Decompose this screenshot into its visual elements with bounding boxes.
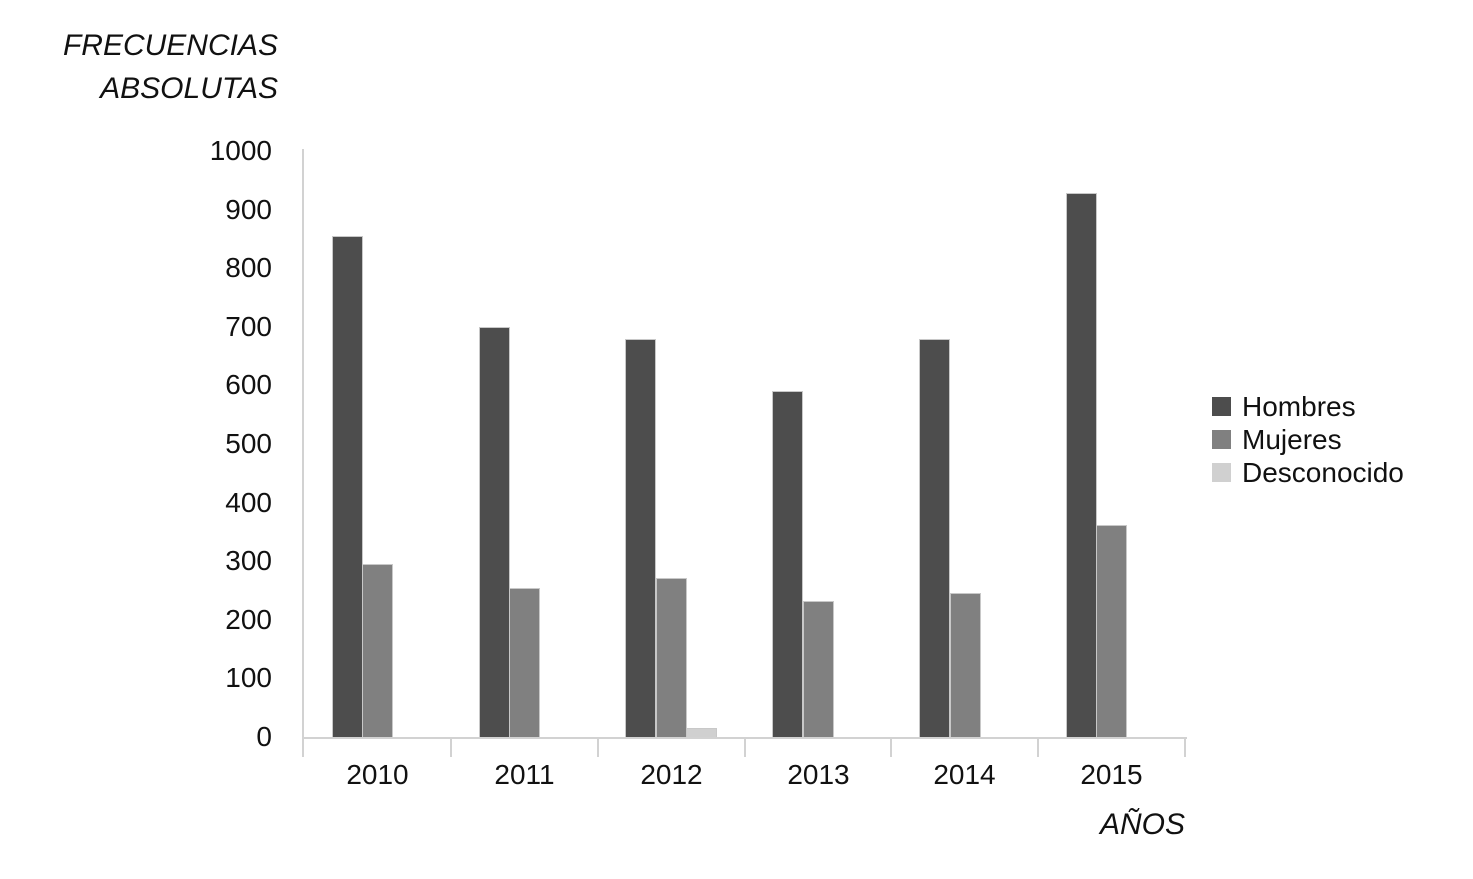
y-axis-tick-label: 800 — [225, 252, 272, 283]
x-axis-tick-label: 2011 — [494, 759, 555, 790]
y-axis-tick-label: 300 — [225, 545, 272, 576]
x-axis-tick — [1037, 739, 1039, 757]
bar-hombres-2011 — [479, 327, 510, 737]
bar-mujeres-2012 — [656, 578, 687, 737]
bar-mujeres-2010 — [362, 564, 393, 737]
y-axis-tick-label: 500 — [225, 428, 272, 459]
bar-hombres-2012 — [625, 339, 656, 737]
legend-label: Mujeres — [1242, 424, 1342, 455]
x-axis-tick-label: 2012 — [640, 759, 703, 790]
x-axis-tick — [890, 739, 892, 757]
bar-desconocido-2012 — [686, 728, 717, 737]
y-axis-line — [302, 149, 304, 757]
legend: Hombres Mujeres Desconocido — [1212, 390, 1404, 489]
y-axis-tick-label: 400 — [225, 487, 272, 518]
legend-swatch-icon — [1212, 397, 1231, 416]
x-axis-tick-label: 2010 — [346, 759, 409, 790]
y-axis-tick-label: 1000 — [209, 135, 272, 166]
bar-mujeres-2011 — [509, 588, 540, 737]
bar-hombres-2015 — [1066, 193, 1097, 737]
bar-hombres-2014 — [919, 339, 950, 737]
x-axis-tick — [597, 739, 599, 757]
x-axis-line — [302, 737, 1187, 739]
y-axis-tick-label: 200 — [225, 604, 272, 635]
x-axis-tick-label: 2015 — [1080, 759, 1143, 790]
plot-area — [304, 151, 1185, 737]
legend-swatch-icon — [1212, 463, 1231, 482]
legend-item-desconocido: Desconocido — [1212, 456, 1404, 489]
legend-item-mujeres: Mujeres — [1212, 423, 1404, 456]
y-axis-tick-label: 100 — [225, 662, 272, 693]
chart-title-line1: FRECUENCIAS — [62, 29, 278, 62]
x-axis-title: AÑOS — [1099, 808, 1185, 841]
x-axis-tick-label: 2013 — [787, 759, 850, 790]
bar-hombres-2010 — [332, 236, 363, 737]
y-axis-tick-label: 600 — [225, 369, 272, 400]
bar-hombres-2013 — [772, 391, 803, 737]
x-axis-tick — [1184, 739, 1186, 757]
legend-item-hombres: Hombres — [1212, 390, 1404, 423]
bar-mujeres-2015 — [1096, 525, 1127, 737]
legend-label: Desconocido — [1242, 457, 1404, 488]
bar-mujeres-2014 — [950, 593, 981, 737]
legend-swatch-icon — [1212, 430, 1231, 449]
bar-mujeres-2013 — [803, 601, 834, 737]
x-axis-tick — [450, 739, 452, 757]
y-axis-tick-label: 0 — [256, 721, 272, 752]
y-axis-tick-label: 900 — [225, 194, 272, 225]
chart-title: FRECUENCIAS ABSOLUTAS — [28, 24, 278, 110]
y-axis-tick-label: 700 — [225, 311, 272, 342]
legend-label: Hombres — [1242, 391, 1356, 422]
x-axis-tick — [744, 739, 746, 757]
x-axis-tick-label: 2014 — [933, 759, 996, 790]
chart-title-line2: ABSOLUTAS — [100, 72, 278, 105]
